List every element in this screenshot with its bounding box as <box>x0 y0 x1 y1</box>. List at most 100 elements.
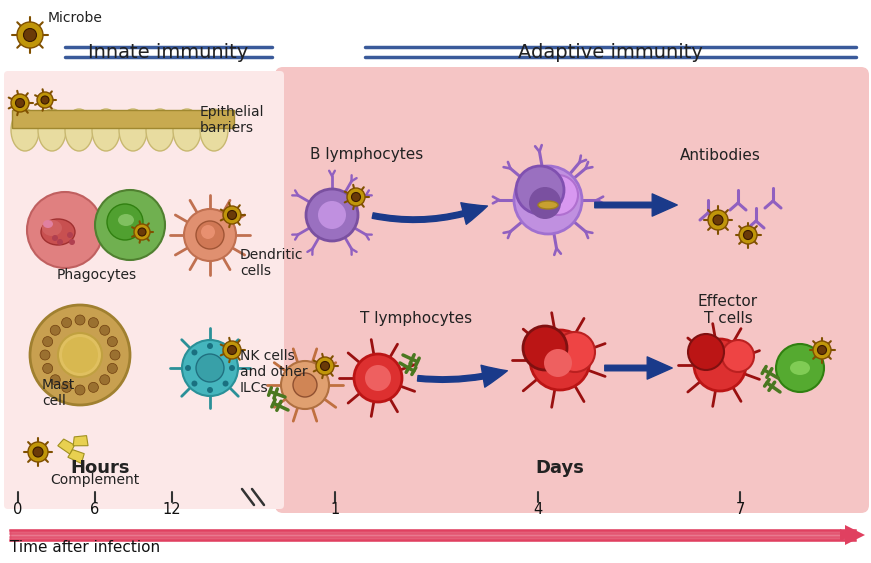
Circle shape <box>88 382 98 392</box>
Ellipse shape <box>38 109 66 151</box>
Ellipse shape <box>11 109 39 151</box>
Circle shape <box>95 190 165 260</box>
Circle shape <box>75 385 85 395</box>
Circle shape <box>107 337 118 347</box>
Circle shape <box>223 381 228 387</box>
FancyBboxPatch shape <box>4 71 284 509</box>
Circle shape <box>17 22 43 48</box>
Circle shape <box>75 315 85 325</box>
Circle shape <box>57 239 63 245</box>
Circle shape <box>184 209 236 261</box>
Circle shape <box>722 340 754 372</box>
Text: Microbe: Microbe <box>48 11 103 25</box>
Circle shape <box>62 337 98 373</box>
Circle shape <box>88 318 98 328</box>
Circle shape <box>33 447 43 457</box>
Circle shape <box>708 210 728 230</box>
Circle shape <box>207 387 213 393</box>
Circle shape <box>223 206 241 224</box>
Circle shape <box>776 344 824 392</box>
Circle shape <box>43 363 52 373</box>
Circle shape <box>227 211 237 220</box>
Text: Antibodies: Antibodies <box>679 148 760 163</box>
Ellipse shape <box>200 109 228 151</box>
Circle shape <box>192 350 198 355</box>
Circle shape <box>529 187 561 219</box>
Ellipse shape <box>43 220 53 228</box>
Circle shape <box>182 340 238 396</box>
Circle shape <box>51 375 60 385</box>
Ellipse shape <box>92 109 120 151</box>
Text: Time after infection: Time after infection <box>10 540 160 556</box>
Polygon shape <box>73 436 88 446</box>
Circle shape <box>62 382 71 392</box>
Circle shape <box>306 189 358 241</box>
Circle shape <box>43 337 52 347</box>
Circle shape <box>207 343 213 349</box>
Text: B lymphocytes: B lymphocytes <box>310 148 423 163</box>
Circle shape <box>196 354 224 382</box>
Text: Complement: Complement <box>50 473 139 487</box>
Circle shape <box>365 365 391 391</box>
Circle shape <box>67 232 73 238</box>
Text: 0: 0 <box>13 503 23 517</box>
Circle shape <box>739 226 757 244</box>
Circle shape <box>201 225 215 239</box>
Polygon shape <box>68 450 84 463</box>
Circle shape <box>223 341 241 359</box>
Circle shape <box>744 230 753 239</box>
Text: 1: 1 <box>330 503 340 517</box>
Text: Phagocytes: Phagocytes <box>57 268 137 282</box>
Circle shape <box>321 361 329 370</box>
Circle shape <box>134 224 150 240</box>
Ellipse shape <box>538 201 558 209</box>
Circle shape <box>185 365 191 371</box>
Circle shape <box>100 375 110 385</box>
Circle shape <box>223 350 228 355</box>
Circle shape <box>107 204 143 240</box>
Text: NK cells
and other
ILCs: NK cells and other ILCs <box>240 349 307 395</box>
Text: Adaptive immunity: Adaptive immunity <box>517 42 702 61</box>
Text: T lymphocytes: T lymphocytes <box>360 311 472 325</box>
FancyArrowPatch shape <box>595 194 678 216</box>
Ellipse shape <box>42 220 62 236</box>
Circle shape <box>347 188 365 206</box>
Circle shape <box>318 201 346 229</box>
Circle shape <box>516 166 564 214</box>
Text: 12: 12 <box>163 503 181 517</box>
Circle shape <box>316 357 334 375</box>
Ellipse shape <box>146 109 174 151</box>
FancyArrowPatch shape <box>604 357 672 379</box>
Circle shape <box>196 221 224 249</box>
Ellipse shape <box>118 214 134 226</box>
Circle shape <box>16 99 24 108</box>
Circle shape <box>69 239 75 245</box>
Circle shape <box>192 381 198 387</box>
Circle shape <box>27 192 103 268</box>
FancyBboxPatch shape <box>275 67 869 513</box>
Ellipse shape <box>119 109 147 151</box>
Circle shape <box>555 332 595 372</box>
Circle shape <box>107 363 118 373</box>
Circle shape <box>52 235 58 241</box>
Text: 7: 7 <box>735 503 745 517</box>
Circle shape <box>51 325 60 335</box>
Circle shape <box>40 350 50 360</box>
Circle shape <box>354 354 402 402</box>
FancyArrowPatch shape <box>372 203 488 224</box>
Circle shape <box>30 305 130 405</box>
Circle shape <box>100 325 110 335</box>
Circle shape <box>523 326 567 370</box>
Ellipse shape <box>41 219 75 245</box>
Circle shape <box>544 349 572 377</box>
Circle shape <box>514 166 582 234</box>
Circle shape <box>138 228 146 236</box>
Text: 4: 4 <box>533 503 543 517</box>
Circle shape <box>818 346 827 355</box>
Ellipse shape <box>65 109 93 151</box>
Ellipse shape <box>790 361 810 375</box>
Circle shape <box>24 29 37 42</box>
Text: Dendritic
cells: Dendritic cells <box>240 248 303 278</box>
Circle shape <box>293 373 317 397</box>
Polygon shape <box>57 439 75 454</box>
